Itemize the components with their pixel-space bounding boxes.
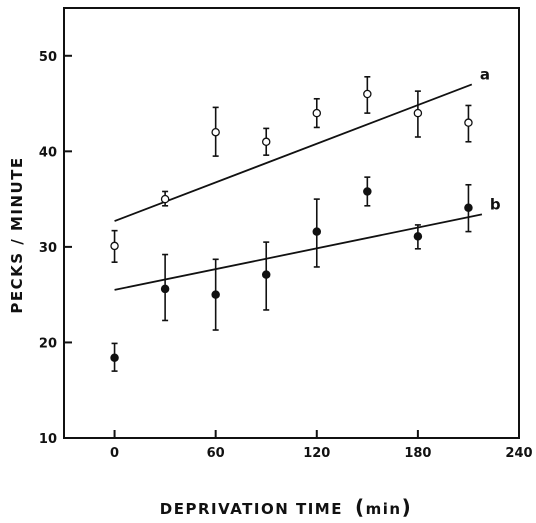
x-tick-label: 120	[303, 446, 330, 461]
y-tick-label: 40	[39, 145, 57, 160]
y-axis-title: PECKS / MINUTE	[8, 156, 26, 313]
plot-frame	[63, 7, 520, 439]
data-point-b	[363, 187, 372, 196]
axis-ticks: 0 60 120 180 240 10 20 30 40 50	[39, 50, 533, 461]
y-tick-label: 20	[39, 336, 57, 351]
data-point-a	[413, 108, 423, 118]
x-axis-open-paren: (	[355, 495, 366, 519]
data-points	[110, 89, 473, 362]
data-point-a	[110, 241, 119, 251]
data-point-a	[312, 108, 322, 118]
series-label-a: a	[480, 65, 490, 83]
data-point-b	[464, 203, 473, 212]
fit-lines	[114, 83, 483, 291]
y-tick-label: 50	[39, 50, 57, 65]
data-point-b	[261, 270, 271, 279]
x-axis-unit: min	[366, 500, 402, 518]
x-tick-label: 0	[110, 446, 119, 461]
data-point-a	[160, 194, 170, 204]
series-label-b: b	[490, 195, 501, 213]
data-point-b	[110, 353, 119, 362]
x-tick-label: 180	[404, 446, 431, 461]
x-tick-label: 240	[505, 446, 532, 461]
x-tick-label: 60	[207, 446, 225, 461]
data-point-b	[211, 290, 220, 299]
data-point-b	[160, 284, 170, 294]
fit-line-a	[114, 83, 473, 222]
y-tick-label: 10	[39, 432, 57, 447]
data-point-b	[312, 227, 322, 236]
fit-line-b	[114, 213, 483, 291]
data-point-a	[261, 137, 271, 147]
x-axis-title-main: DEPRIVATION TIME	[160, 500, 343, 518]
x-axis-title: DEPRIVATION TIME (min)	[160, 495, 412, 519]
data-point-b	[413, 232, 423, 241]
error-bars	[111, 76, 472, 372]
series-labels: ab	[480, 65, 501, 213]
data-point-a	[363, 89, 372, 99]
y-tick-label: 30	[39, 241, 57, 256]
x-axis-close-paren: )	[402, 495, 413, 519]
data-point-a	[464, 118, 473, 127]
data-point-a	[211, 127, 220, 137]
